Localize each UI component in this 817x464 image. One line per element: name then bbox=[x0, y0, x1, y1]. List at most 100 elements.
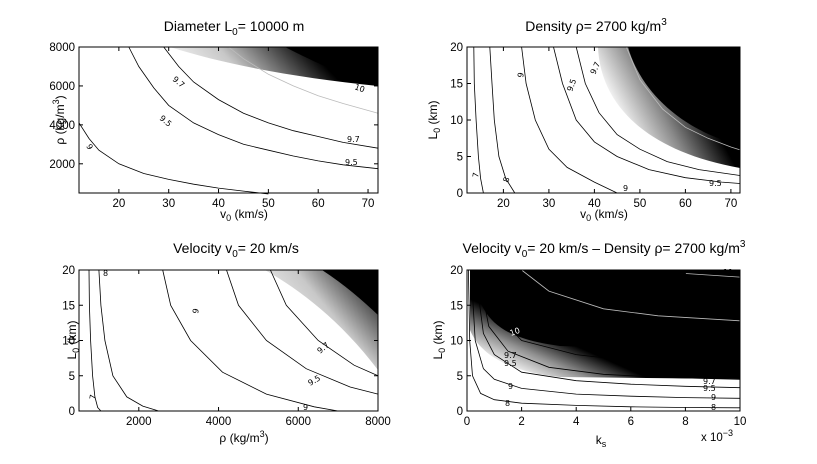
contour-line-10 bbox=[483, 269, 741, 367]
contour-label: 8 bbox=[103, 269, 108, 278]
contour-line-9.7 bbox=[477, 269, 741, 380]
x-tick-label: 60 bbox=[679, 198, 692, 210]
x-tick-label: 40 bbox=[212, 198, 225, 210]
y-tick-label: 20 bbox=[62, 265, 75, 277]
contour-label: 8 bbox=[505, 399, 510, 408]
contour-label: 8 bbox=[711, 403, 716, 412]
panel-3: Velocity v0= 20 km/s ρ (kg/m3) L0 (km) 8… bbox=[65, 240, 379, 445]
contour-line-10 bbox=[625, 46, 741, 151]
contour-label: 9 bbox=[84, 143, 94, 152]
panel-4-multiplier: x 10−3 bbox=[701, 428, 733, 444]
x-tick-label: 30 bbox=[162, 198, 175, 210]
contour-label: 7 bbox=[88, 394, 98, 401]
contour-line-9.5 bbox=[128, 46, 379, 170]
contour-line-7 bbox=[473, 46, 484, 194]
panel-3-ylabel: L0 (km) bbox=[65, 320, 81, 359]
contour-label: 9.7 bbox=[703, 377, 716, 386]
contour-label: 9.7 bbox=[347, 135, 360, 144]
y-tick-label: 15 bbox=[450, 79, 463, 91]
contour-label: 9.5 bbox=[565, 78, 578, 93]
panel-1-xlabel: v0 (km/s) bbox=[220, 207, 268, 223]
x-tick-label: 2 bbox=[518, 416, 524, 428]
x-tick-label: 30 bbox=[543, 198, 556, 210]
x-tick-label: 50 bbox=[634, 198, 647, 210]
panel-4-ylabel: L0 (km) bbox=[431, 320, 447, 359]
contour-label: 10 bbox=[710, 121, 723, 133]
contour-label: 9 bbox=[516, 72, 526, 79]
contour-line-9.5 bbox=[553, 46, 741, 184]
contour-line-9.5 bbox=[474, 269, 741, 389]
x-tick-label: 6 bbox=[628, 416, 634, 428]
contour-label: 9.7 bbox=[171, 75, 187, 90]
y-tick-label: 20 bbox=[450, 42, 463, 54]
panel-2-title: Density ρ= 2700 kg/m3 bbox=[525, 17, 667, 34]
y-tick-label: 0 bbox=[69, 406, 75, 418]
panel-4-contour-labels: 11 10.5 10 10 9.7 9.5 9.7 9.5 9 9 8 8 bbox=[504, 268, 733, 412]
contour-line-9.7 bbox=[575, 46, 741, 176]
panel-1: Diameter L0= 10000 m v0 (km/s) ρ (kg/m3)… bbox=[51, 18, 379, 223]
contour-label: 9.5 bbox=[158, 114, 174, 129]
contour-label: 9.5 bbox=[345, 158, 358, 167]
panel-1-ylabel: ρ (kg/m3) bbox=[51, 95, 67, 144]
contour-line-9 bbox=[470, 269, 741, 399]
panel-3-title: Velocity v0= 20 km/s bbox=[173, 240, 299, 260]
contour-label: 9.5 bbox=[709, 179, 722, 188]
panel-3-contours bbox=[88, 269, 379, 412]
contour-label: 9.5 bbox=[504, 359, 517, 368]
contour-line-9 bbox=[162, 269, 339, 412]
contour-line-11 bbox=[685, 273, 741, 278]
x-tick-label: 20 bbox=[112, 198, 125, 210]
x-tick-label: 50 bbox=[262, 198, 275, 210]
x-tick-label: 70 bbox=[725, 198, 738, 210]
panel-1-shade bbox=[170, 47, 378, 86]
y-tick-label: 2000 bbox=[49, 159, 75, 171]
contour-label: 9 bbox=[303, 403, 308, 412]
contour-line-9.7 bbox=[270, 269, 379, 377]
contour-line-9 bbox=[78, 122, 269, 195]
contour-line-9.5 bbox=[226, 269, 379, 395]
panel-2-contours bbox=[473, 46, 741, 194]
x-tick-label: 6000 bbox=[285, 416, 311, 428]
panel-1-frame bbox=[78, 46, 379, 194]
contour-label: 9.7 bbox=[504, 351, 517, 360]
panel-1-contour-labels: 10 9.7 9.5 9 9.7 9.5 bbox=[84, 75, 366, 167]
contour-line-9 bbox=[521, 46, 618, 194]
contour-label: 10 bbox=[509, 326, 522, 338]
contour-line-8 bbox=[489, 46, 516, 194]
y-tick-label: 15 bbox=[62, 300, 75, 312]
contour-line-10 bbox=[228, 46, 379, 114]
panel-3-xlabel: ρ (kg/m3) bbox=[219, 429, 268, 445]
panel-4-xlabel: ks bbox=[596, 433, 607, 449]
panel-4-shade bbox=[470, 270, 740, 379]
panel-1-title: Diameter L0= 10000 m bbox=[164, 18, 305, 38]
contour-line-9.7 bbox=[163, 46, 379, 149]
panel-3-contour-labels: 8 7 9 9.7 9.5 9 bbox=[88, 269, 331, 412]
contour-label: 10 bbox=[353, 82, 366, 94]
panel-2-shade bbox=[598, 47, 740, 168]
contour-label: 9.5 bbox=[307, 374, 323, 388]
y-tick-label: 10 bbox=[450, 115, 463, 127]
panel-2: Density ρ= 2700 kg/m3 v0 (km/s) L0 (km) … bbox=[426, 17, 741, 223]
panel-1-contours bbox=[78, 46, 379, 195]
x-tick-label: 10 bbox=[734, 416, 747, 428]
x-tick-label: 60 bbox=[312, 198, 325, 210]
y-tick-label: 6000 bbox=[49, 81, 75, 93]
y-tick-label: 15 bbox=[450, 300, 463, 312]
x-tick-label: 4 bbox=[573, 416, 580, 428]
contour-label: 9 bbox=[508, 382, 513, 391]
contour-line-8 bbox=[468, 269, 741, 409]
panel-3-shade bbox=[265, 270, 378, 370]
contour-label: 8 bbox=[501, 176, 511, 184]
panel-2-contour-labels: 7 8 9 9.5 9.7 10 9 9.5 bbox=[471, 61, 723, 193]
contour-label: 9 bbox=[191, 308, 201, 315]
x-tick-label: 2000 bbox=[126, 416, 152, 428]
panel-4: Velocity v0= 20 km/s – Density ρ= 2700 k… bbox=[431, 239, 746, 449]
contour-line-7 bbox=[88, 269, 102, 412]
x-tick-label: 4000 bbox=[206, 416, 232, 428]
x-tick-label: 8000 bbox=[365, 416, 391, 428]
contour-label: 9 bbox=[711, 393, 716, 402]
y-tick-label: 20 bbox=[450, 265, 463, 277]
panel-2-xlabel: v0 (km/s) bbox=[580, 207, 628, 223]
contour-label: 9.7 bbox=[316, 340, 332, 355]
contour-line-8 bbox=[98, 269, 159, 412]
